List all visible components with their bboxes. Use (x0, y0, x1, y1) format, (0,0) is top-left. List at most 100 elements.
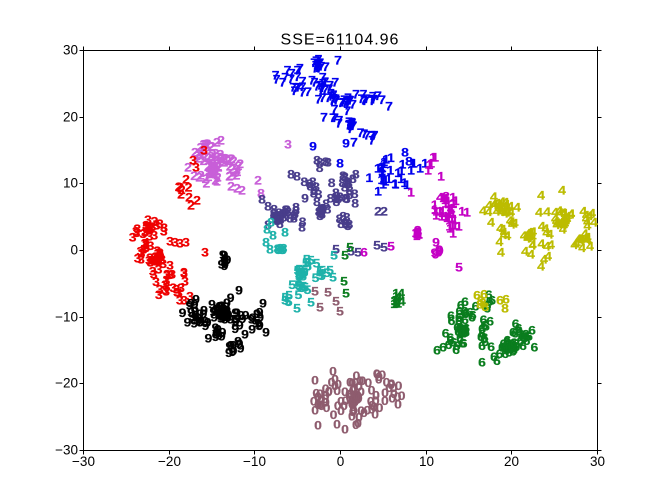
svg-text:8: 8 (477, 294, 485, 308)
svg-text:1: 1 (446, 206, 454, 220)
svg-text:9: 9 (436, 244, 444, 258)
svg-text:2: 2 (380, 205, 388, 219)
svg-text:−30: −30 (55, 443, 78, 458)
svg-text:5: 5 (301, 281, 309, 295)
svg-text:6: 6 (504, 340, 512, 354)
svg-text:3: 3 (160, 225, 168, 239)
svg-text:6: 6 (459, 323, 467, 337)
svg-text:0: 0 (378, 368, 386, 382)
svg-text:0: 0 (351, 394, 359, 408)
svg-text:9: 9 (212, 321, 220, 335)
svg-text:1: 1 (378, 160, 386, 174)
svg-text:7: 7 (294, 70, 302, 84)
svg-text:5: 5 (285, 295, 293, 309)
svg-text:7: 7 (374, 89, 382, 103)
svg-text:0: 0 (353, 392, 361, 406)
svg-text:1: 1 (394, 297, 402, 311)
svg-text:8: 8 (405, 155, 413, 169)
svg-text:9: 9 (222, 300, 230, 314)
svg-text:7: 7 (312, 58, 320, 72)
svg-text:0: 0 (372, 394, 380, 408)
svg-text:4: 4 (559, 215, 567, 229)
svg-text:7: 7 (348, 118, 356, 132)
svg-text:4: 4 (508, 218, 516, 232)
svg-text:8: 8 (273, 214, 281, 228)
svg-text:4: 4 (500, 228, 508, 242)
svg-text:6: 6 (519, 339, 527, 353)
svg-text:3: 3 (133, 222, 141, 236)
svg-text:7: 7 (348, 117, 356, 131)
svg-text:6: 6 (478, 356, 486, 370)
svg-text:8: 8 (351, 197, 359, 211)
svg-text:0: 0 (316, 398, 324, 412)
svg-text:8: 8 (278, 243, 286, 257)
svg-text:7: 7 (347, 119, 355, 133)
svg-text:6: 6 (511, 341, 519, 355)
svg-text:3: 3 (192, 161, 200, 175)
svg-text:7: 7 (385, 100, 393, 114)
svg-text:8: 8 (324, 202, 332, 216)
svg-text:8: 8 (282, 203, 290, 217)
svg-text:3: 3 (152, 275, 160, 289)
svg-text:1: 1 (365, 171, 373, 185)
svg-text:4: 4 (544, 250, 552, 264)
svg-text:1: 1 (392, 287, 400, 301)
svg-text:2: 2 (226, 160, 234, 174)
svg-text:7: 7 (326, 79, 334, 93)
svg-text:1: 1 (451, 212, 459, 226)
svg-text:6: 6 (459, 324, 467, 338)
svg-text:7: 7 (295, 80, 303, 94)
svg-text:8: 8 (319, 202, 327, 216)
svg-text:1: 1 (426, 158, 434, 172)
svg-text:2: 2 (212, 147, 220, 161)
svg-text:2: 2 (193, 149, 201, 163)
svg-text:0: 0 (348, 397, 356, 411)
svg-text:9: 9 (213, 303, 221, 317)
svg-text:2: 2 (196, 146, 204, 160)
svg-text:5: 5 (346, 241, 354, 255)
svg-text:1: 1 (415, 227, 423, 241)
svg-text:5: 5 (281, 291, 289, 305)
svg-text:6: 6 (433, 344, 441, 358)
svg-text:1: 1 (444, 197, 452, 211)
svg-text:9: 9 (229, 339, 237, 353)
svg-text:6: 6 (503, 339, 511, 353)
svg-text:1: 1 (391, 294, 399, 308)
svg-text:7: 7 (329, 111, 337, 125)
svg-text:4: 4 (493, 205, 501, 219)
svg-text:9: 9 (194, 314, 202, 328)
svg-text:8: 8 (322, 155, 330, 169)
svg-text:9: 9 (221, 307, 229, 321)
svg-text:4: 4 (529, 239, 537, 253)
svg-text:6: 6 (457, 327, 465, 341)
svg-text:8: 8 (349, 172, 357, 186)
svg-text:4: 4 (527, 248, 535, 262)
svg-text:8: 8 (309, 175, 317, 189)
svg-text:0: 0 (349, 393, 357, 407)
svg-text:7: 7 (331, 111, 339, 125)
svg-text:6: 6 (515, 324, 523, 338)
svg-text:4: 4 (584, 233, 592, 247)
svg-text:9: 9 (224, 310, 232, 324)
svg-text:3: 3 (189, 154, 197, 168)
svg-text:9: 9 (262, 326, 270, 340)
svg-text:1: 1 (392, 289, 400, 303)
svg-text:0: 0 (349, 405, 357, 419)
svg-text:7: 7 (347, 118, 355, 132)
svg-text:1: 1 (392, 297, 400, 311)
svg-text:6: 6 (501, 341, 509, 355)
svg-text:4: 4 (491, 198, 499, 212)
svg-text:3: 3 (155, 288, 163, 302)
svg-text:2: 2 (200, 154, 208, 168)
svg-text:3: 3 (147, 222, 155, 236)
svg-text:0: 0 (310, 395, 318, 409)
svg-text:7: 7 (369, 93, 377, 107)
svg-text:4: 4 (552, 215, 560, 229)
svg-text:9: 9 (191, 304, 199, 318)
svg-text:6: 6 (498, 340, 506, 354)
svg-text:3: 3 (137, 245, 145, 259)
svg-text:6: 6 (484, 299, 492, 313)
svg-text:0: 0 (349, 393, 357, 407)
svg-text:6: 6 (512, 317, 520, 331)
svg-text:4: 4 (521, 245, 529, 259)
